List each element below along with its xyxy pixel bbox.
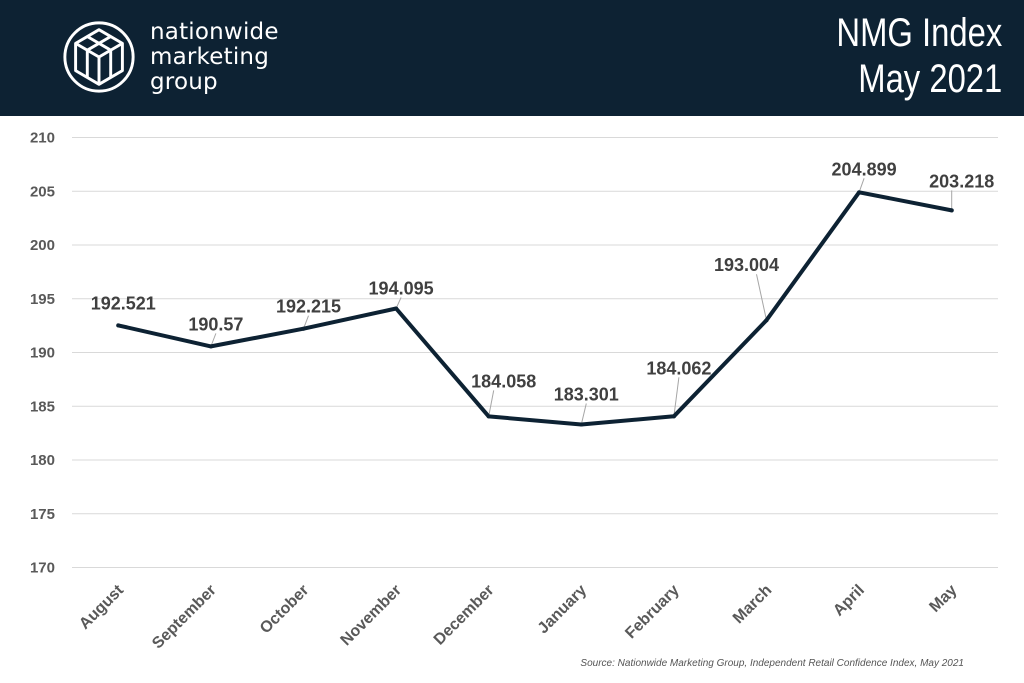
title-line-1: NMG Index bbox=[836, 11, 1002, 55]
data-point bbox=[486, 414, 491, 419]
leader-line bbox=[858, 178, 865, 193]
page-title: NMG Index May 2021 bbox=[836, 10, 1002, 102]
brand-line-3: group bbox=[150, 69, 218, 95]
x-tick-label: October bbox=[257, 582, 312, 637]
x-tick-label: March bbox=[730, 582, 775, 627]
data-point bbox=[579, 422, 584, 427]
y-tick-label: 190 bbox=[30, 345, 55, 362]
leader-line bbox=[488, 390, 495, 417]
y-axis-ticks: 170 175 180 185 190 195 200 205 210 bbox=[30, 130, 55, 577]
x-tick-label: November bbox=[338, 582, 405, 649]
data-point bbox=[394, 306, 399, 311]
brand-line-1: nationwide bbox=[150, 19, 279, 45]
data-label: 184.058 bbox=[471, 371, 536, 391]
data-point bbox=[208, 344, 213, 349]
x-tick-label: February bbox=[622, 582, 683, 643]
title-line-2: May 2021 bbox=[857, 57, 1002, 101]
series-line-layer bbox=[116, 190, 954, 427]
y-tick-label: 170 bbox=[30, 560, 55, 577]
y-tick-label: 210 bbox=[30, 130, 55, 147]
x-axis-ticks: August September October November December Ja… bbox=[76, 581, 960, 652]
x-tick-label: September bbox=[149, 582, 220, 653]
y-tick-label: 200 bbox=[30, 237, 55, 254]
data-point bbox=[301, 326, 306, 331]
y-tick-label: 175 bbox=[30, 506, 55, 523]
data-point bbox=[949, 208, 954, 213]
data-point bbox=[671, 414, 676, 419]
brand-line-2: marketing bbox=[150, 44, 269, 70]
y-tick-label: 180 bbox=[30, 452, 55, 469]
source-note: Source: Nationwide Marketing Group, Inde… bbox=[580, 658, 964, 669]
leader-line bbox=[673, 377, 680, 417]
data-label: 190.57 bbox=[188, 314, 243, 334]
data-label: 204.899 bbox=[832, 159, 897, 179]
cube-hexagon-logo-icon bbox=[63, 21, 135, 93]
brand-name: nationwide marketing group bbox=[150, 20, 279, 95]
leader-line bbox=[580, 403, 587, 425]
leader-line bbox=[395, 297, 402, 309]
x-tick-label: April bbox=[830, 582, 868, 620]
line-chart: 170 175 180 185 190 195 200 205 210 192.521 190.5… bbox=[30, 130, 998, 652]
x-tick-label: December bbox=[431, 582, 498, 649]
x-tick-label: January bbox=[535, 582, 590, 637]
x-tick-label: August bbox=[76, 581, 127, 632]
data-label: 194.095 bbox=[369, 278, 434, 298]
data-point bbox=[764, 318, 769, 323]
data-label: 184.062 bbox=[646, 358, 711, 378]
data-label: 203.218 bbox=[929, 171, 994, 191]
y-tick-label: 185 bbox=[30, 398, 55, 415]
gridlines bbox=[72, 137, 998, 568]
data-labels: 192.521 190.57 192.215 194.095 184.058 183.30… bbox=[91, 159, 994, 404]
y-tick-label: 205 bbox=[30, 183, 55, 200]
data-label: 192.215 bbox=[276, 297, 341, 317]
header-bar: nationwide marketing group NMG Index May… bbox=[0, 0, 1024, 116]
data-point bbox=[857, 190, 862, 195]
x-tick-label: May bbox=[926, 582, 960, 616]
data-label: 183.301 bbox=[554, 385, 619, 405]
y-tick-label: 195 bbox=[30, 291, 55, 308]
data-label: 192.521 bbox=[91, 293, 156, 313]
data-label: 193.004 bbox=[714, 255, 779, 275]
data-point bbox=[116, 323, 121, 328]
series-line bbox=[116, 190, 954, 427]
leader-line bbox=[756, 274, 767, 321]
